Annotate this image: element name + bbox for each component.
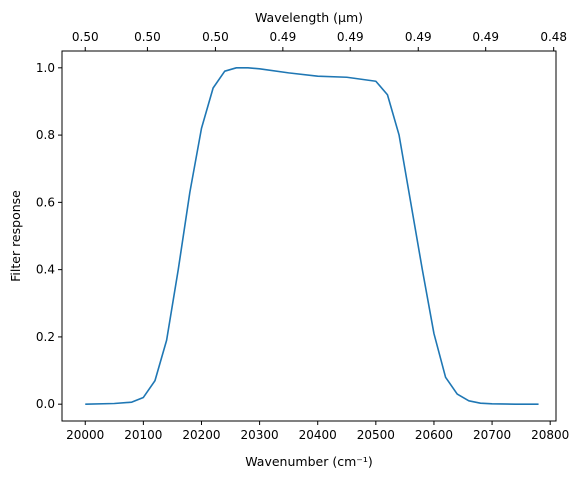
x-tick-label: 20100 [124, 428, 162, 442]
top-x-tick-label: 0.49 [337, 30, 364, 44]
axes-frame [61, 50, 557, 422]
top-x-tick-label: 0.49 [472, 30, 499, 44]
x-tick-label: 20200 [182, 428, 220, 442]
top-x-tick-label: 0.49 [269, 30, 296, 44]
y-tick-label: 0.0 [36, 397, 55, 411]
x-tick-label: 20000 [66, 428, 104, 442]
y-tick-label: 0.8 [36, 128, 55, 142]
top-x-tick-label: 0.49 [405, 30, 432, 44]
y-tick-label: 0.6 [36, 195, 55, 209]
y-tick-label: 1.0 [36, 61, 55, 75]
series-line-0 [85, 67, 539, 405]
x-tick-label: 20700 [473, 428, 511, 442]
x-tick-label: 20500 [357, 428, 395, 442]
top-x-tick-label: 0.50 [72, 30, 99, 44]
top-x-tick-label: 0.50 [134, 30, 161, 44]
top-x-axis-title: Wavelength (μm) [255, 10, 363, 25]
y-tick-label: 0.4 [36, 263, 55, 277]
y-tick-label: 0.2 [36, 330, 55, 344]
top-x-tick-label: 0.48 [540, 30, 567, 44]
x-tick-label: 20600 [415, 428, 453, 442]
x-axis-title: Wavenumber (cm⁻¹) [245, 454, 372, 469]
x-tick-label: 20400 [299, 428, 337, 442]
y-axis-title: Filter response [8, 190, 23, 282]
plot-area [85, 67, 539, 405]
x-tick-label: 20300 [241, 428, 279, 442]
top-x-tick-label: 0.50 [202, 30, 229, 44]
x-tick-label: 20800 [531, 428, 569, 442]
axes: 20000 20100 20200 20300 20400 20500 20600 20700… [36, 30, 569, 442]
